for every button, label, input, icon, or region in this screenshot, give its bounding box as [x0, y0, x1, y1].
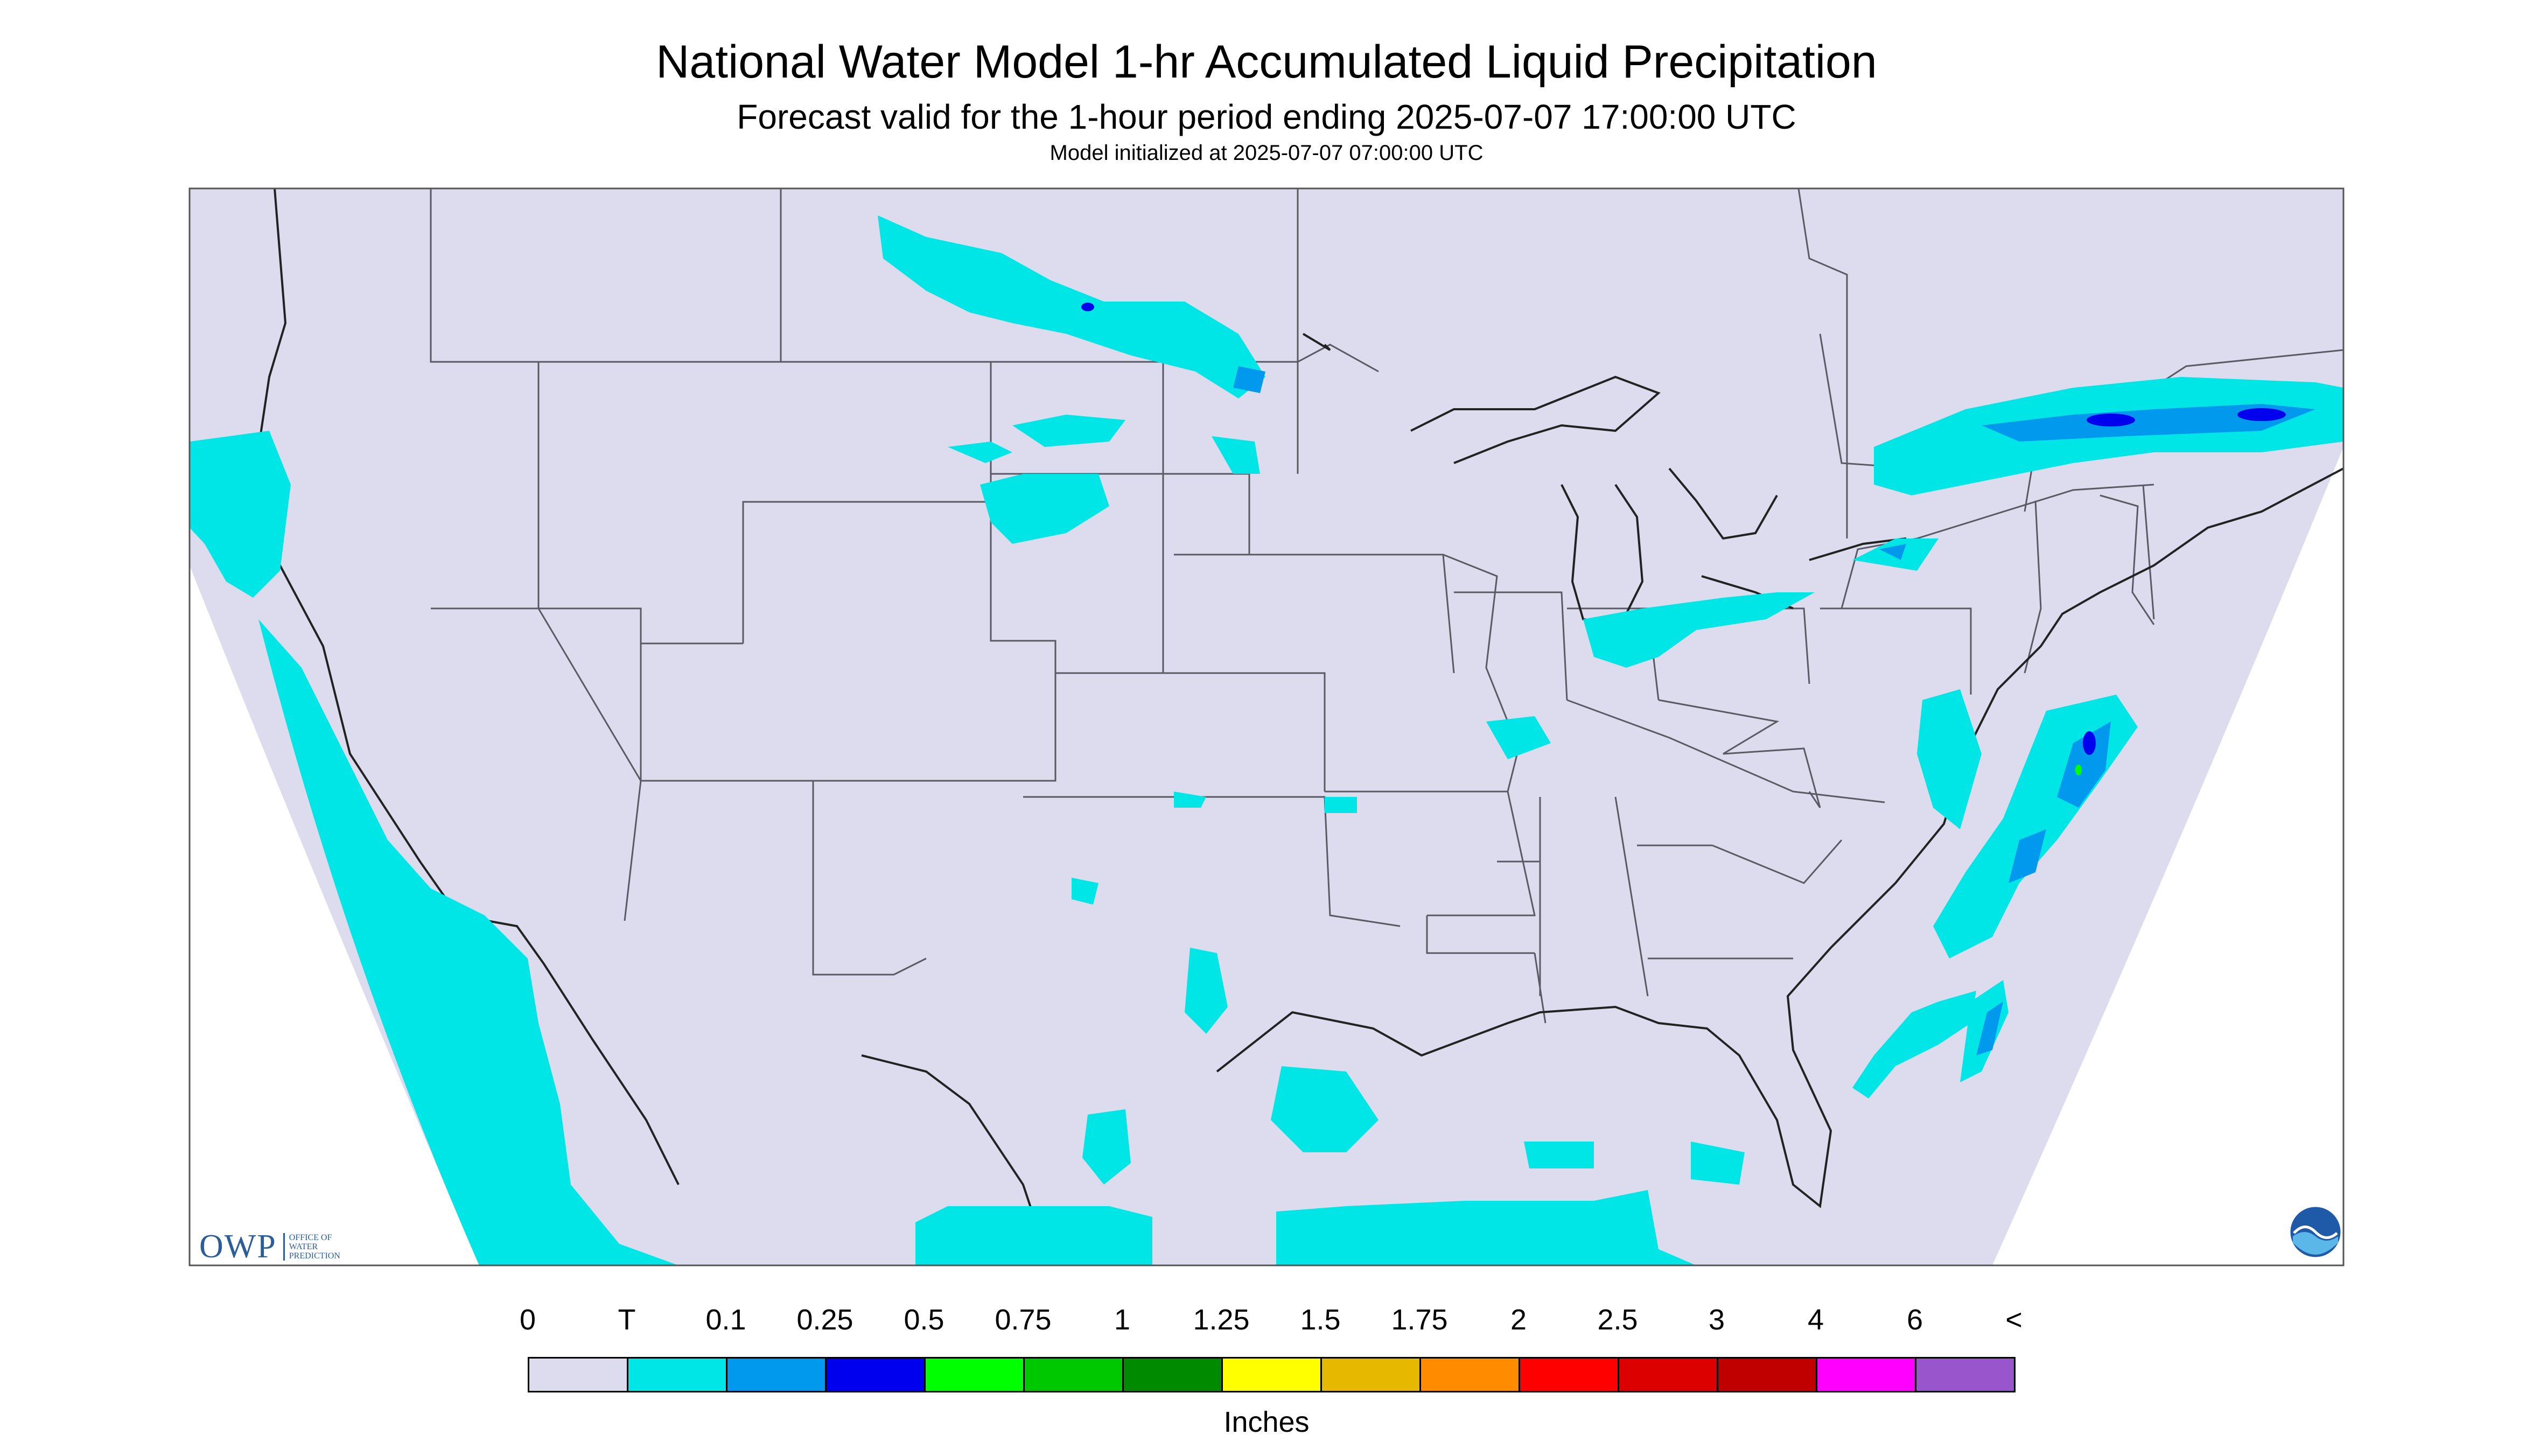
- map-title: National Water Model 1-hr Accumulated Li…: [656, 36, 1877, 88]
- legend-label: 6: [1906, 1304, 1923, 1336]
- precip-0.5: [2075, 765, 2082, 775]
- legend-label: 2: [1510, 1304, 1527, 1336]
- legend-swatch: [726, 1357, 827, 1392]
- owp-logo: OWP OFFICE OF WATER PREDICTION: [199, 1228, 359, 1266]
- legend-label: 3: [1708, 1304, 1725, 1336]
- legend-swatch: [1122, 1357, 1223, 1392]
- legend-label: 0.5: [904, 1304, 944, 1336]
- legend-swatch: [1320, 1357, 1421, 1392]
- owp-logo-mark: OWP: [199, 1228, 277, 1265]
- legend-swatch: [924, 1357, 1025, 1392]
- state-boundaries: [430, 188, 2343, 1024]
- legend-swatch: [1221, 1357, 1322, 1392]
- legend-label: 2.5: [1597, 1304, 1638, 1336]
- legend-swatch: [1915, 1357, 2016, 1392]
- legend-label: 1.25: [1193, 1304, 1250, 1336]
- legend-swatch: [1419, 1357, 1520, 1392]
- legend-swatch: [528, 1357, 628, 1392]
- legend-label: T: [618, 1304, 636, 1336]
- precip-0.25: [1081, 303, 2286, 755]
- model-init-time: Model initialized at 2025-07-07 07:00:00…: [1049, 141, 1484, 165]
- legend-label: 0.25: [796, 1304, 853, 1336]
- owp-logo-text: OFFICE OF WATER PREDICTION: [283, 1233, 359, 1261]
- legend-swatch: [1618, 1357, 1718, 1392]
- precip-trace: [190, 215, 2343, 1265]
- map-frame: [188, 187, 2345, 1266]
- legend-label: 4: [1807, 1304, 1824, 1336]
- legend-label: <: [2005, 1304, 2023, 1336]
- noaa-logo: [2289, 1205, 2342, 1259]
- precipitation-map: [188, 187, 2345, 1266]
- legend-units: Inches: [1223, 1406, 1310, 1438]
- legend-swatch: [1816, 1357, 1916, 1392]
- legend-label: 0.75: [995, 1304, 1052, 1336]
- legend-swatch: [1717, 1357, 1817, 1392]
- map-domain: [190, 188, 2343, 1265]
- legend-label: 1.75: [1391, 1304, 1448, 1336]
- legend-swatch: [1023, 1357, 1124, 1392]
- legend-label: 0: [519, 1304, 536, 1336]
- legend-swatch: [1519, 1357, 1619, 1392]
- legend-label: 1.5: [1300, 1304, 1341, 1336]
- legend-swatch: [627, 1357, 727, 1392]
- legend-swatch: [825, 1357, 926, 1392]
- precip-0.1: [1233, 366, 2315, 1055]
- legend-label: 1: [1114, 1304, 1131, 1336]
- map-subtitle: Forecast valid for the 1-hour period end…: [737, 97, 1796, 136]
- legend-label: 0.1: [705, 1304, 746, 1336]
